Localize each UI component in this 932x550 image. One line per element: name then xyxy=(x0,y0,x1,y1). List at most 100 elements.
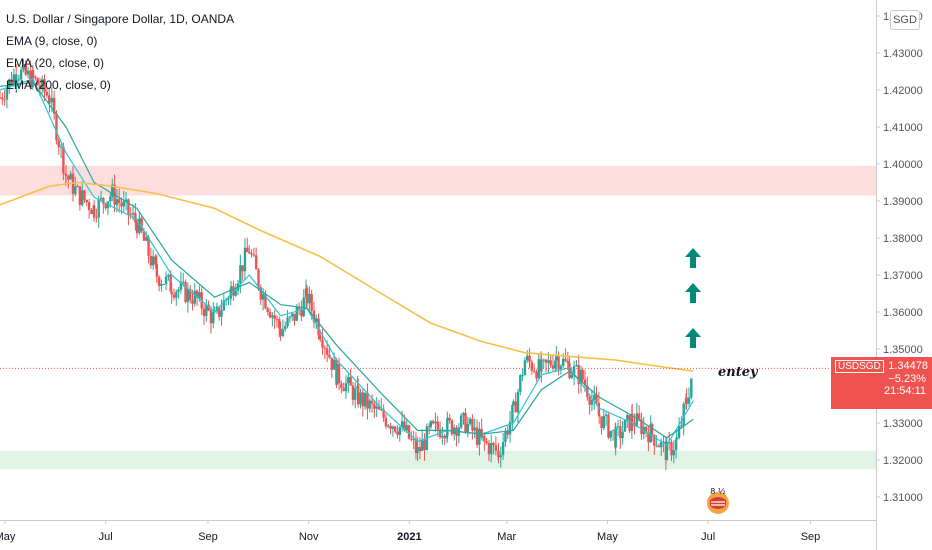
price-tick-label-11: 1.33000 xyxy=(883,418,923,430)
time-tick-label-8: Sep xyxy=(801,531,821,543)
candle-body-169 xyxy=(366,392,369,409)
price-tick-label-8: 1.36000 xyxy=(883,307,923,319)
candle-body-143 xyxy=(310,294,313,311)
candle-body-207 xyxy=(450,420,454,435)
candle-body-95 xyxy=(205,304,208,316)
candle-body-88 xyxy=(188,288,192,300)
candle-body-261 xyxy=(566,360,570,364)
candle-body-231 xyxy=(501,442,505,456)
candle-body-310 xyxy=(670,442,673,456)
candle-body-89 xyxy=(191,299,194,304)
candle-body-221 xyxy=(480,435,484,438)
candle-body-252 xyxy=(547,360,550,363)
price-tick-label-9: 1.35000 xyxy=(883,344,923,356)
candle-body-119 xyxy=(257,269,260,288)
candle-body-156 xyxy=(337,363,341,384)
candle-body-92 xyxy=(198,292,201,298)
candle-body-232 xyxy=(504,430,507,443)
zone-1 xyxy=(0,450,876,470)
candle-body-264 xyxy=(572,366,576,375)
candle-body-83 xyxy=(177,289,180,292)
candle-body-127 xyxy=(275,319,279,321)
candle-body-133 xyxy=(288,316,292,318)
candle-body-216 xyxy=(471,418,474,431)
candle-body-235 xyxy=(511,405,514,422)
legend-ema-200[interactable]: EMA (200, close, 0) xyxy=(6,78,111,92)
candle-body-282 xyxy=(611,429,615,431)
candle-body-55 xyxy=(115,199,119,205)
candle-body-142 xyxy=(308,294,311,304)
candle-body-107 xyxy=(229,286,233,289)
candle-body-125 xyxy=(271,315,274,318)
candle-body-50 xyxy=(104,203,107,209)
candle-body-14 xyxy=(29,70,32,88)
candle-body-218 xyxy=(475,427,479,445)
candle-body-292 xyxy=(631,413,634,423)
candle-body-27 xyxy=(55,113,58,141)
candle-body-8 xyxy=(15,79,18,83)
candle-body-9 xyxy=(17,79,21,81)
candle-body-66 xyxy=(140,218,143,232)
time-tick-label-0: May xyxy=(0,531,16,543)
candle-body-97 xyxy=(209,310,213,324)
candle-body-71 xyxy=(151,256,155,266)
candle-body-114 xyxy=(246,247,249,252)
candle-body-211 xyxy=(459,415,463,428)
candle-body-166 xyxy=(359,392,362,405)
candle-body-224 xyxy=(487,443,491,455)
candle-body-40 xyxy=(83,190,86,200)
candle-body-82 xyxy=(175,291,178,298)
candle-body-46 xyxy=(95,217,98,219)
candle-body-76 xyxy=(162,283,165,285)
legend-ema-9[interactable]: EMA (9, close, 0) xyxy=(6,34,98,48)
candle-body-137 xyxy=(297,307,301,310)
candle-body-19 xyxy=(38,85,42,89)
candle-body-64 xyxy=(135,222,139,234)
candle-body-265 xyxy=(575,364,578,367)
candle-body-176 xyxy=(382,409,385,418)
candle-body-245 xyxy=(532,370,536,372)
candle-body-43 xyxy=(90,209,93,215)
candle-body-280 xyxy=(607,414,610,438)
price-tick-label-2: 1.42000 xyxy=(883,85,923,97)
candle-body-1 xyxy=(1,97,4,100)
candle-body-134 xyxy=(290,313,294,317)
candle-body-199 xyxy=(434,421,437,424)
candle-body-118 xyxy=(254,255,258,270)
currency-label[interactable]: SGD xyxy=(890,10,920,30)
candle-body-42 xyxy=(87,202,91,210)
candle-body-276 xyxy=(597,414,601,417)
candle-body-173 xyxy=(375,406,378,409)
candle-body-295 xyxy=(637,413,641,420)
candle-body-184 xyxy=(400,421,404,428)
candle-body-36 xyxy=(74,186,77,194)
candle-body-287 xyxy=(621,431,624,439)
candle-body-112 xyxy=(241,265,244,272)
candle-body-185 xyxy=(403,421,406,431)
candle-body-62 xyxy=(131,212,135,215)
candle-body-162 xyxy=(351,385,355,400)
candle-body-109 xyxy=(234,290,237,296)
candle-body-303 xyxy=(655,445,658,447)
candle-body-300 xyxy=(649,424,652,443)
legend-ema-20[interactable]: EMA (20, close, 0) xyxy=(6,56,105,70)
candle-body-136 xyxy=(295,307,298,321)
candle-body-106 xyxy=(229,288,232,299)
candle-body-286 xyxy=(619,426,622,439)
candle-body-285 xyxy=(616,426,620,428)
candle-body-171 xyxy=(370,400,374,404)
candle-body-256 xyxy=(555,356,558,361)
candle-body-272 xyxy=(590,399,594,405)
candle-body-146 xyxy=(317,318,320,336)
candle-body-18 xyxy=(36,78,39,86)
candle-body-72 xyxy=(154,256,157,265)
candle-body-163 xyxy=(354,388,357,400)
candle-body-301 xyxy=(650,424,654,435)
candle-body-268 xyxy=(581,370,584,380)
candle-body-57 xyxy=(120,202,123,207)
candle-body-81 xyxy=(172,294,176,298)
candle-body-187 xyxy=(407,425,411,439)
candle-body-13 xyxy=(26,70,30,75)
candle-body-281 xyxy=(609,430,612,438)
